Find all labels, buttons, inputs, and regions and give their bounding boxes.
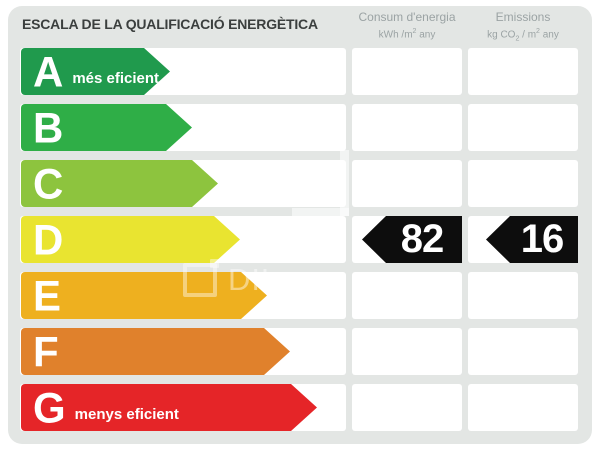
rating-arrow-d: D (21, 216, 240, 263)
emissions-cell-g (468, 384, 578, 431)
consumption-column-header: Consum d'energia kWh /m2 any (347, 10, 467, 41)
consumption-cell-e (352, 272, 462, 319)
rating-letter-d: D (33, 215, 64, 264)
rating-arrow-g: G menys eficient (21, 384, 317, 431)
least-efficient-label: menys eficient (74, 406, 179, 423)
emissions-header-title: Emissions (495, 10, 551, 24)
rating-arrow-e: E (21, 272, 267, 319)
rating-arrow-a: A més eficient (21, 48, 170, 95)
emissions-cell-a (468, 48, 578, 95)
consumption-cell-b (352, 104, 462, 151)
consumption-cell-c (352, 160, 462, 207)
rating-arrow-f: F (21, 328, 290, 375)
consumption-header-unit: kWh /m2 any (378, 28, 436, 41)
emissions-header-unit: kg CO2 / m2 any (487, 28, 559, 43)
emissions-column-header: Emissions kg CO2 / m2 any (463, 10, 583, 45)
consumption-cell-d: 82 (352, 216, 462, 263)
consumption-header-title: Consum d'energia (358, 10, 456, 24)
consumption-value-arrow: 82 (362, 216, 462, 263)
most-efficient-label: més eficient (72, 70, 160, 87)
emissions-value-arrow: 16 (486, 216, 578, 263)
rating-letter-b: B (33, 103, 64, 152)
emissions-value: 16 (520, 217, 564, 261)
emissions-cell-f (468, 328, 578, 375)
rating-arrow-b: B (21, 104, 192, 151)
emissions-cell-e (468, 272, 578, 319)
emissions-cell-c (468, 160, 578, 207)
page-title: ESCALA DE LA QUALIFICACIÓ ENERGÈTICA (22, 16, 318, 32)
consumption-cell-f (352, 328, 462, 375)
consumption-cell-a (352, 48, 462, 95)
rating-arrow-c: C (21, 160, 218, 207)
emissions-cell-d: 16 (468, 216, 578, 263)
rating-letter-e: E (33, 271, 62, 320)
consumption-value: 82 (400, 217, 444, 261)
rating-letter-c: C (33, 159, 64, 208)
emissions-cell-b (468, 104, 578, 151)
rating-letter-f: F (33, 327, 59, 376)
consumption-cell-g (352, 384, 462, 431)
rating-letter-g: G (33, 383, 66, 432)
rating-letter-a: A (33, 47, 64, 96)
